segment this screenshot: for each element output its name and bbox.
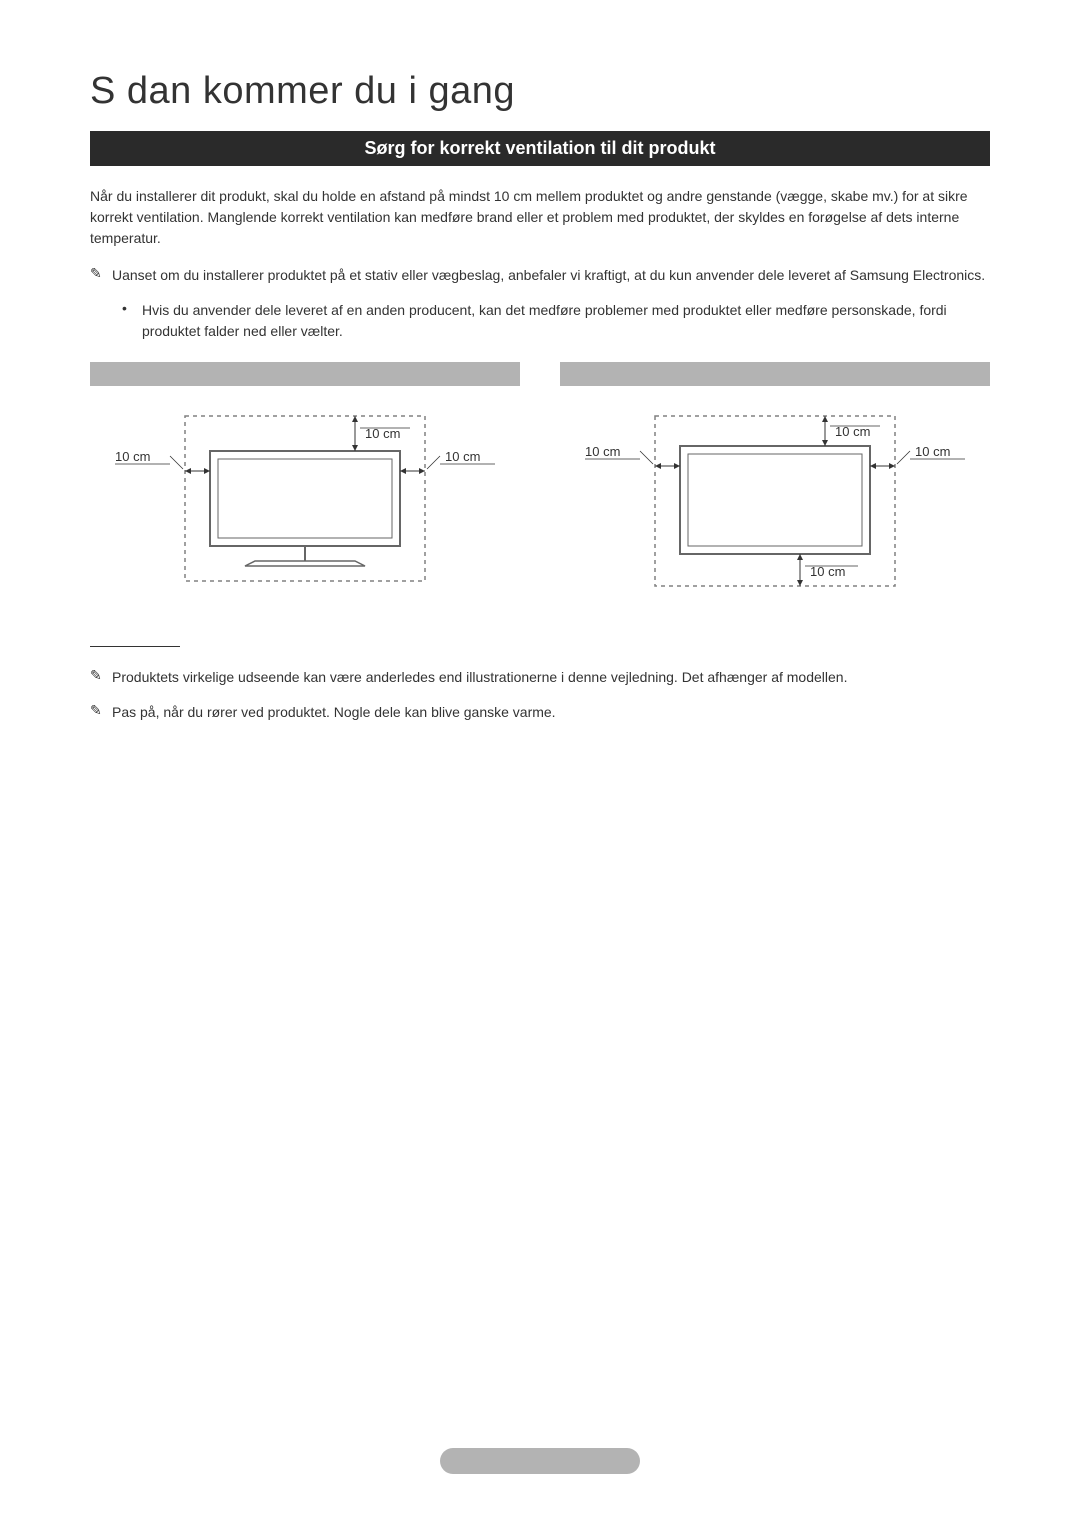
left-arrow-l xyxy=(185,468,191,474)
note-item-3: ✎ Pas på, når du rører ved produktet. No… xyxy=(90,702,990,723)
note-icon: ✎ xyxy=(90,265,112,286)
diagram-stand: 10 cm 10 cm 10 cm xyxy=(90,362,520,606)
diagrams-container: 10 cm 10 cm 10 cm xyxy=(90,362,990,606)
left-leader xyxy=(170,456,183,469)
note-icon-2: ✎ xyxy=(90,667,112,688)
bullet-text-1: Hvis du anvender dele leveret af en ande… xyxy=(142,300,990,342)
note-item-2: ✎ Produktets virkelige udseende kan være… xyxy=(90,667,990,688)
diagram-header-bar xyxy=(90,362,520,386)
stand-base xyxy=(245,561,365,566)
section-divider xyxy=(90,646,180,647)
tv-screen xyxy=(218,459,392,538)
bullet-item-1: • Hvis du anvender dele leveret af en an… xyxy=(122,300,990,342)
page-number-pill xyxy=(440,1448,640,1474)
right-leader xyxy=(427,456,440,469)
wall-diagram-svg: 10 cm 10 cm 10 cm xyxy=(560,406,990,606)
stand-diagram-svg: 10 cm 10 cm 10 cm xyxy=(90,406,520,606)
diagram-wall: 10 cm 10 cm 10 cm xyxy=(560,362,990,606)
note-text-2: Produktets virkelige udseende kan være a… xyxy=(112,667,847,688)
wm-left-label: 10 cm xyxy=(585,444,620,459)
bullet-marker: • xyxy=(122,300,142,342)
wm-right-leader xyxy=(897,451,910,464)
left-clearance-label: 10 cm xyxy=(115,449,150,464)
intro-paragraph: Når du installerer dit produkt, skal du … xyxy=(90,186,990,249)
right-arrow-r xyxy=(419,468,425,474)
wm-left-leader xyxy=(640,451,653,464)
note-icon-3: ✎ xyxy=(90,702,112,723)
right-clearance-label: 10 cm xyxy=(445,449,480,464)
note-text-1: Uanset om du installerer produktet på et… xyxy=(112,265,985,286)
wm-right-label: 10 cm xyxy=(915,444,950,459)
section-header: Sørg for korrekt ventilation til dit pro… xyxy=(90,131,990,166)
diagram-header-bar-2 xyxy=(560,362,990,386)
wall-left-arrow-l xyxy=(655,463,661,469)
wall-right-arrow-r xyxy=(889,463,895,469)
note-item-1: ✎ Uanset om du installerer produktet på … xyxy=(90,265,990,286)
wall-bottom-arrow-down xyxy=(797,580,803,586)
top-arrow-up xyxy=(352,416,358,422)
tv-screen-wall xyxy=(688,454,862,546)
note-text-3: Pas på, når du rører ved produktet. Nogl… xyxy=(112,702,556,723)
main-title: S dan kommer du i gang xyxy=(90,70,990,113)
wall-top-arrow-up xyxy=(822,416,828,422)
